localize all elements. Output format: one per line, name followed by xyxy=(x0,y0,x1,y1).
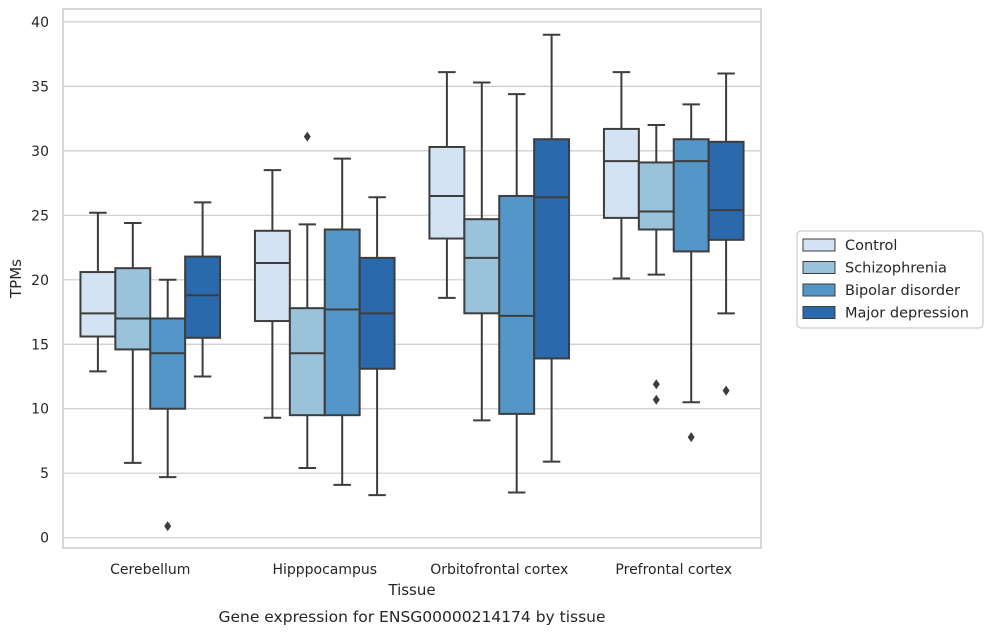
box xyxy=(253,229,291,323)
box-group xyxy=(79,201,222,532)
x-tick-label: Orbitofrontal cortex xyxy=(430,562,568,578)
legend-frame xyxy=(796,230,984,329)
y-tick-label: 0 xyxy=(40,531,49,547)
y-tick-label: 5 xyxy=(40,466,49,482)
y-tick-label: 10 xyxy=(31,402,49,418)
outlier-point xyxy=(652,394,660,405)
y-tick-label: 30 xyxy=(31,144,49,160)
box xyxy=(602,127,640,219)
box xyxy=(323,228,361,417)
box xyxy=(463,218,501,315)
legend-swatch xyxy=(802,238,836,252)
outlier-point xyxy=(164,521,172,532)
legend: Control Schizophrenia Bipolar disorder Majo… xyxy=(796,230,984,329)
box xyxy=(184,255,222,339)
outlier-point xyxy=(303,131,311,142)
y-axis-ticks: 0 5 10 15 20 25 30 35 40 xyxy=(31,15,49,547)
legend-label: Schizophrenia xyxy=(845,261,947,277)
box xyxy=(79,271,117,338)
box xyxy=(149,317,187,410)
box xyxy=(428,145,466,240)
box xyxy=(498,194,536,415)
box-group xyxy=(253,131,396,497)
legend-swatch xyxy=(802,306,836,319)
x-tick-label: Prefrontal cortex xyxy=(615,562,732,578)
x-axis-label: Tissue xyxy=(387,581,435,599)
y-tick-label: 40 xyxy=(31,15,49,31)
box xyxy=(114,267,152,351)
box xyxy=(288,307,326,417)
box xyxy=(637,161,675,231)
box-group xyxy=(428,33,571,494)
y-tick-label: 35 xyxy=(31,79,49,95)
x-tick-label: Hipppocampus xyxy=(272,562,377,578)
chart-caption: Gene expression for ENSG00000214174 by t… xyxy=(218,608,605,626)
box xyxy=(707,140,745,241)
legend-label: Control xyxy=(845,238,897,254)
y-tick-label: 15 xyxy=(31,337,49,353)
outlier-point xyxy=(652,379,660,390)
y-tick-label: 20 xyxy=(31,273,49,289)
legend-swatch xyxy=(802,283,836,297)
legend-label: Bipolar disorder xyxy=(845,283,960,299)
x-axis-ticks: Cerebellum Hipppocampus Orbitofrontal cort… xyxy=(110,562,732,578)
x-tick-label: Cerebellum xyxy=(110,562,190,578)
legend-label: Major depression xyxy=(845,306,969,322)
plot-frame xyxy=(62,8,762,549)
box-series xyxy=(79,33,745,532)
outlier-point xyxy=(687,432,695,443)
y-axis-label: TPMs xyxy=(7,259,25,299)
outlier-point xyxy=(722,385,730,396)
y-tick-label: 25 xyxy=(31,208,49,224)
legend-swatch xyxy=(802,261,836,274)
box-group xyxy=(602,71,745,443)
box xyxy=(672,138,710,253)
box xyxy=(533,138,571,360)
